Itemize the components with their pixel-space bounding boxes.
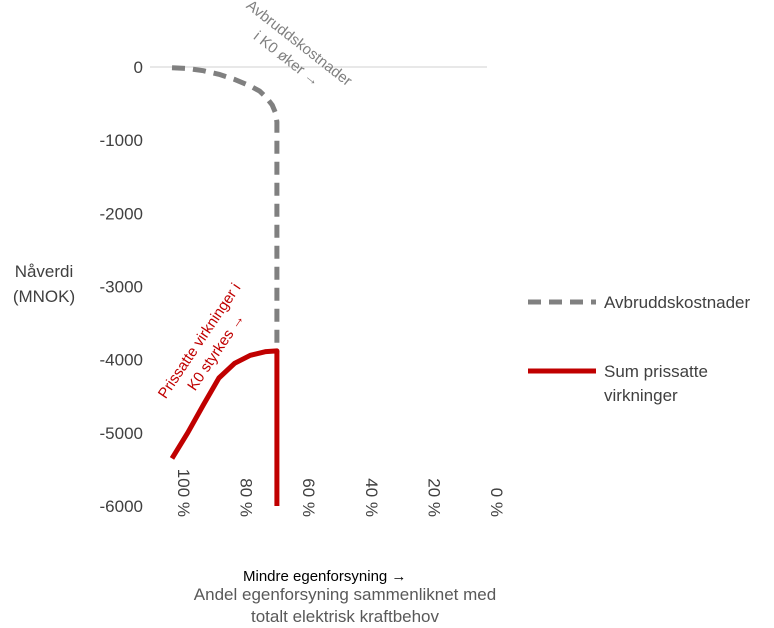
annotation-avbrudd: Avbruddskostnader i K0 øker →	[243, 0, 355, 90]
x-tick-label: 0 %	[487, 488, 506, 517]
series-group	[169, 65, 280, 506]
y-tick-label: -1000	[100, 131, 143, 150]
legend-label-prissatte-line-2: virkninger	[604, 386, 678, 405]
legend-label-prissatte-line-1: Sum prissatte	[604, 362, 708, 381]
y-tick-label: -4000	[100, 351, 143, 370]
y-tick-label: -3000	[100, 278, 143, 297]
y-tick-label: -5000	[100, 424, 143, 443]
y-tick-label: -6000	[100, 497, 143, 516]
x-tick-label: 100 %	[174, 469, 193, 517]
x-direction-label: Mindre egenforsyning →	[243, 568, 406, 585]
series-line-avbruddskostnader	[171, 65, 280, 353]
x-axis-label-line-1: Andel egenforsyning sammenliknet med	[194, 585, 496, 604]
x-axis-label-line-2: totalt elektrisk kraftbehov	[251, 607, 440, 626]
x-axis-ticks: 100 % 80 % 60 % 40 % 20 % 0 %	[174, 469, 506, 517]
series-line-sum-prissatte	[169, 348, 280, 506]
x-tick-label: 20 %	[424, 478, 443, 517]
x-tick-label: 80 %	[237, 478, 256, 517]
y-axis-label-line-1: Nåverdi	[15, 262, 74, 281]
y-axis-label-line-2: (MNOK)	[13, 287, 75, 306]
x-tick-label: 40 %	[362, 478, 381, 517]
legend: Avbruddskostnader Sum prissatte virkning…	[528, 293, 751, 405]
y-tick-label: 0	[134, 58, 143, 77]
legend-label-avbrudd: Avbruddskostnader	[604, 293, 751, 312]
x-tick-label: 60 %	[299, 478, 318, 517]
y-tick-label: -2000	[100, 204, 143, 223]
y-axis-ticks: 0 -1000 -2000 -3000 -4000 -5000 -6000	[100, 58, 143, 516]
